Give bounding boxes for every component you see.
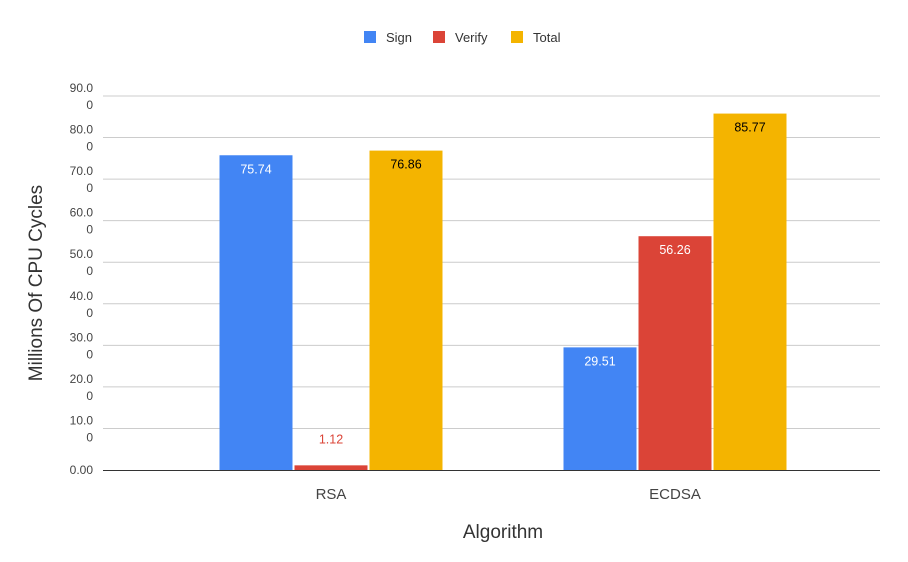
- y-axis-title: Millions Of CPU Cycles: [26, 185, 47, 381]
- y-tick-label-line: 0: [86, 347, 93, 361]
- y-tick-label: 20.0 0: [70, 372, 94, 403]
- x-category-label: ECDSA: [649, 486, 701, 503]
- data-labels: 75.74 1.12 76.86 29.51 56.26 85.77: [240, 121, 765, 447]
- y-tick-label-line: 60.0: [70, 206, 94, 220]
- y-tick-label-line: 0: [86, 306, 93, 320]
- data-label: 56.26: [659, 243, 690, 257]
- y-tick-label-line: 0: [86, 98, 93, 112]
- bar-total-rsa: [369, 150, 443, 470]
- x-axis-categories: RSA ECDSA: [316, 486, 701, 503]
- y-tick-label: 70.0 0: [70, 164, 94, 195]
- y-tick-label: 40.0 0: [70, 289, 94, 320]
- bar-total-ecdsa: [713, 113, 787, 470]
- data-label: 76.86: [390, 158, 421, 172]
- data-label: 29.51: [584, 354, 615, 368]
- bar-sign-ecdsa: [563, 347, 637, 470]
- y-tick-label-line: 20.0: [70, 372, 94, 386]
- y-tick-label-line: 0: [86, 430, 93, 444]
- y-tick-label: 90.0 0: [70, 81, 94, 112]
- y-tick-label-line: 0: [86, 140, 93, 154]
- data-label: 1.12: [319, 432, 343, 446]
- y-tick-label-line: 70.0: [70, 164, 94, 178]
- y-tick-label: 80.0 0: [70, 123, 94, 154]
- bar-verify-ecdsa: [638, 236, 712, 470]
- y-tick-label: 10.0 0: [70, 413, 94, 444]
- y-tick-label-line: 0: [86, 181, 93, 195]
- y-tick-label-line: 40.0: [70, 289, 94, 303]
- legend-label-sign: Sign: [386, 30, 412, 45]
- legend-swatch-verify: [433, 31, 445, 43]
- y-tick-label-line: 10.0: [70, 413, 94, 427]
- bar-verify-rsa: [294, 465, 368, 470]
- y-tick-label-line: 0: [86, 264, 93, 278]
- bars: [219, 113, 787, 470]
- y-tick-label-line: 0: [86, 389, 93, 403]
- y-tick-label-line: 0: [86, 223, 93, 237]
- data-label: 75.74: [240, 162, 271, 176]
- x-axis-title: Algorithm: [463, 522, 543, 543]
- y-tick-label-line: 90.0: [70, 81, 94, 95]
- legend-label-verify: Verify: [455, 30, 488, 45]
- y-tick-label-line: 50.0: [70, 247, 94, 261]
- y-tick-label-line: 0.00: [70, 463, 94, 477]
- y-tick-label-line: 80.0: [70, 123, 94, 137]
- legend-swatch-sign: [364, 31, 376, 43]
- y-tick-label: 0.00: [70, 463, 94, 477]
- y-tick-label: 30.0 0: [70, 330, 94, 361]
- y-tick-label-line: 30.0: [70, 330, 94, 344]
- legend: Sign Verify Total: [364, 30, 561, 45]
- x-category-label: RSA: [316, 486, 347, 503]
- data-label: 85.77: [734, 121, 765, 135]
- y-tick-label: 50.0 0: [70, 247, 94, 278]
- legend-label-total: Total: [533, 30, 561, 45]
- bar-sign-rsa: [219, 155, 293, 470]
- legend-swatch-total: [511, 31, 523, 43]
- y-tick-label: 60.0 0: [70, 206, 94, 237]
